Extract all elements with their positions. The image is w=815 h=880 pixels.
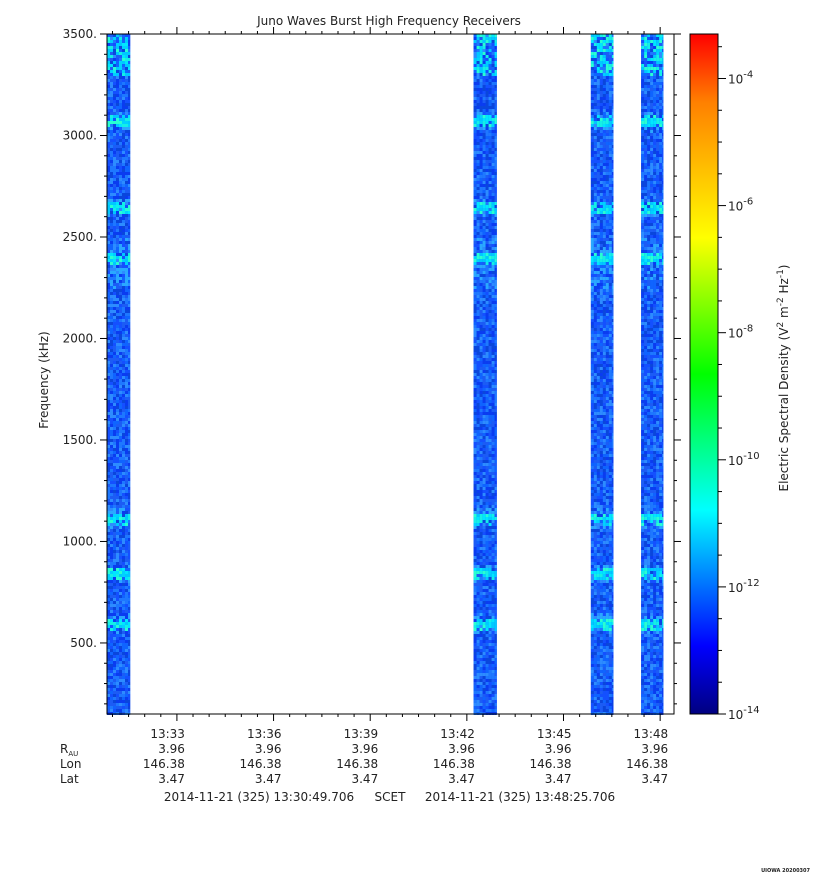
ephemeris-value: 3.47 <box>545 772 572 786</box>
ephemeris-value: 3.47 <box>255 772 282 786</box>
x-tick-label: 13:36 <box>247 727 282 741</box>
y-tick-label: 2500. <box>63 230 97 244</box>
x-tick-label: 13:33 <box>150 727 185 741</box>
ephemeris-value: 146.38 <box>433 757 475 771</box>
time-range-scet: SCET <box>375 790 407 804</box>
colorbar-tick-label: 10-14 <box>728 705 760 722</box>
x-tick-label: 13:39 <box>344 727 379 741</box>
chart-title: Juno Waves Burst High Frequency Receiver… <box>256 14 521 28</box>
colorbar-tick-label: 10-8 <box>728 324 753 341</box>
y-tick-label: 3500. <box>63 27 97 41</box>
x-tick-label: 13:42 <box>440 727 475 741</box>
data-segment <box>590 34 614 715</box>
ephemeris-label: RAU <box>60 742 78 758</box>
ephemeris-value: 146.38 <box>626 757 668 771</box>
y-tick-label: 3000. <box>63 128 97 142</box>
ephemeris-value: 146.38 <box>143 757 185 771</box>
ephemeris-value: 3.47 <box>351 772 378 786</box>
y-axis: 500. 1000. 1500. 2000. 2500. 3000. 3500. <box>63 27 681 705</box>
ephemeris-value: 3.96 <box>545 742 572 756</box>
ephemeris-value: 3.47 <box>641 772 668 786</box>
ephemeris-value: 3.96 <box>255 742 282 756</box>
colorbar-tick-label: 10-10 <box>728 451 760 468</box>
plot-area <box>106 33 675 715</box>
ephemeris-value: 3.96 <box>158 742 185 756</box>
data-segment <box>473 34 497 715</box>
colorbar-tick-label: 10-4 <box>728 69 753 86</box>
colorbar-tick-label: 10-6 <box>728 197 753 214</box>
y-tick-label: 500. <box>70 636 97 650</box>
ephemeris-table: RAU 3.96 3.96 3.96 3.96 3.96 3.96 Lon 146.38 146.… <box>60 742 668 786</box>
ephemeris-value: 3.47 <box>448 772 475 786</box>
ephemeris-value: 3.96 <box>641 742 668 756</box>
y-tick-label: 1000. <box>63 534 97 548</box>
colorbar: 10-4 10-6 10-8 10-10 10-12 10-14 <box>689 33 760 722</box>
ephemeris-label: Lat <box>60 772 79 786</box>
footer-stamp: UIOWA 20200307 <box>761 868 810 874</box>
data-segment <box>641 34 664 715</box>
x-tick-label: 13:48 <box>634 727 669 741</box>
ephemeris-value: 146.38 <box>529 757 571 771</box>
ephemeris-value: 3.96 <box>351 742 378 756</box>
data-segment <box>107 34 131 715</box>
time-range-start: 2014-11-21 (325) 13:30:49.706 <box>164 790 354 804</box>
x-tick-label: 13:45 <box>537 727 572 741</box>
plot-frame <box>106 33 675 715</box>
y-axis-label: Frequency (kHz) <box>37 331 51 428</box>
colorbar-label: Electric Spectral Density (V2 m-2 Hz-1) <box>776 264 791 491</box>
colorbar-gradient <box>689 33 719 715</box>
colorbar-tick-label: 10-12 <box>728 578 760 595</box>
y-tick-label: 1500. <box>63 433 97 447</box>
ephemeris-label: Lon <box>60 757 81 771</box>
ephemeris-value: 3.96 <box>448 742 475 756</box>
ephemeris-value: 3.47 <box>158 772 185 786</box>
time-range-end: 2014-11-21 (325) 13:48:25.706 <box>425 790 615 804</box>
ephemeris-value: 146.38 <box>336 757 378 771</box>
y-tick-label: 2000. <box>63 331 97 345</box>
ephemeris-value: 146.38 <box>240 757 282 771</box>
x-axis: 13:33 13:36 13:39 13:42 13:45 13:48 <box>111 27 669 741</box>
